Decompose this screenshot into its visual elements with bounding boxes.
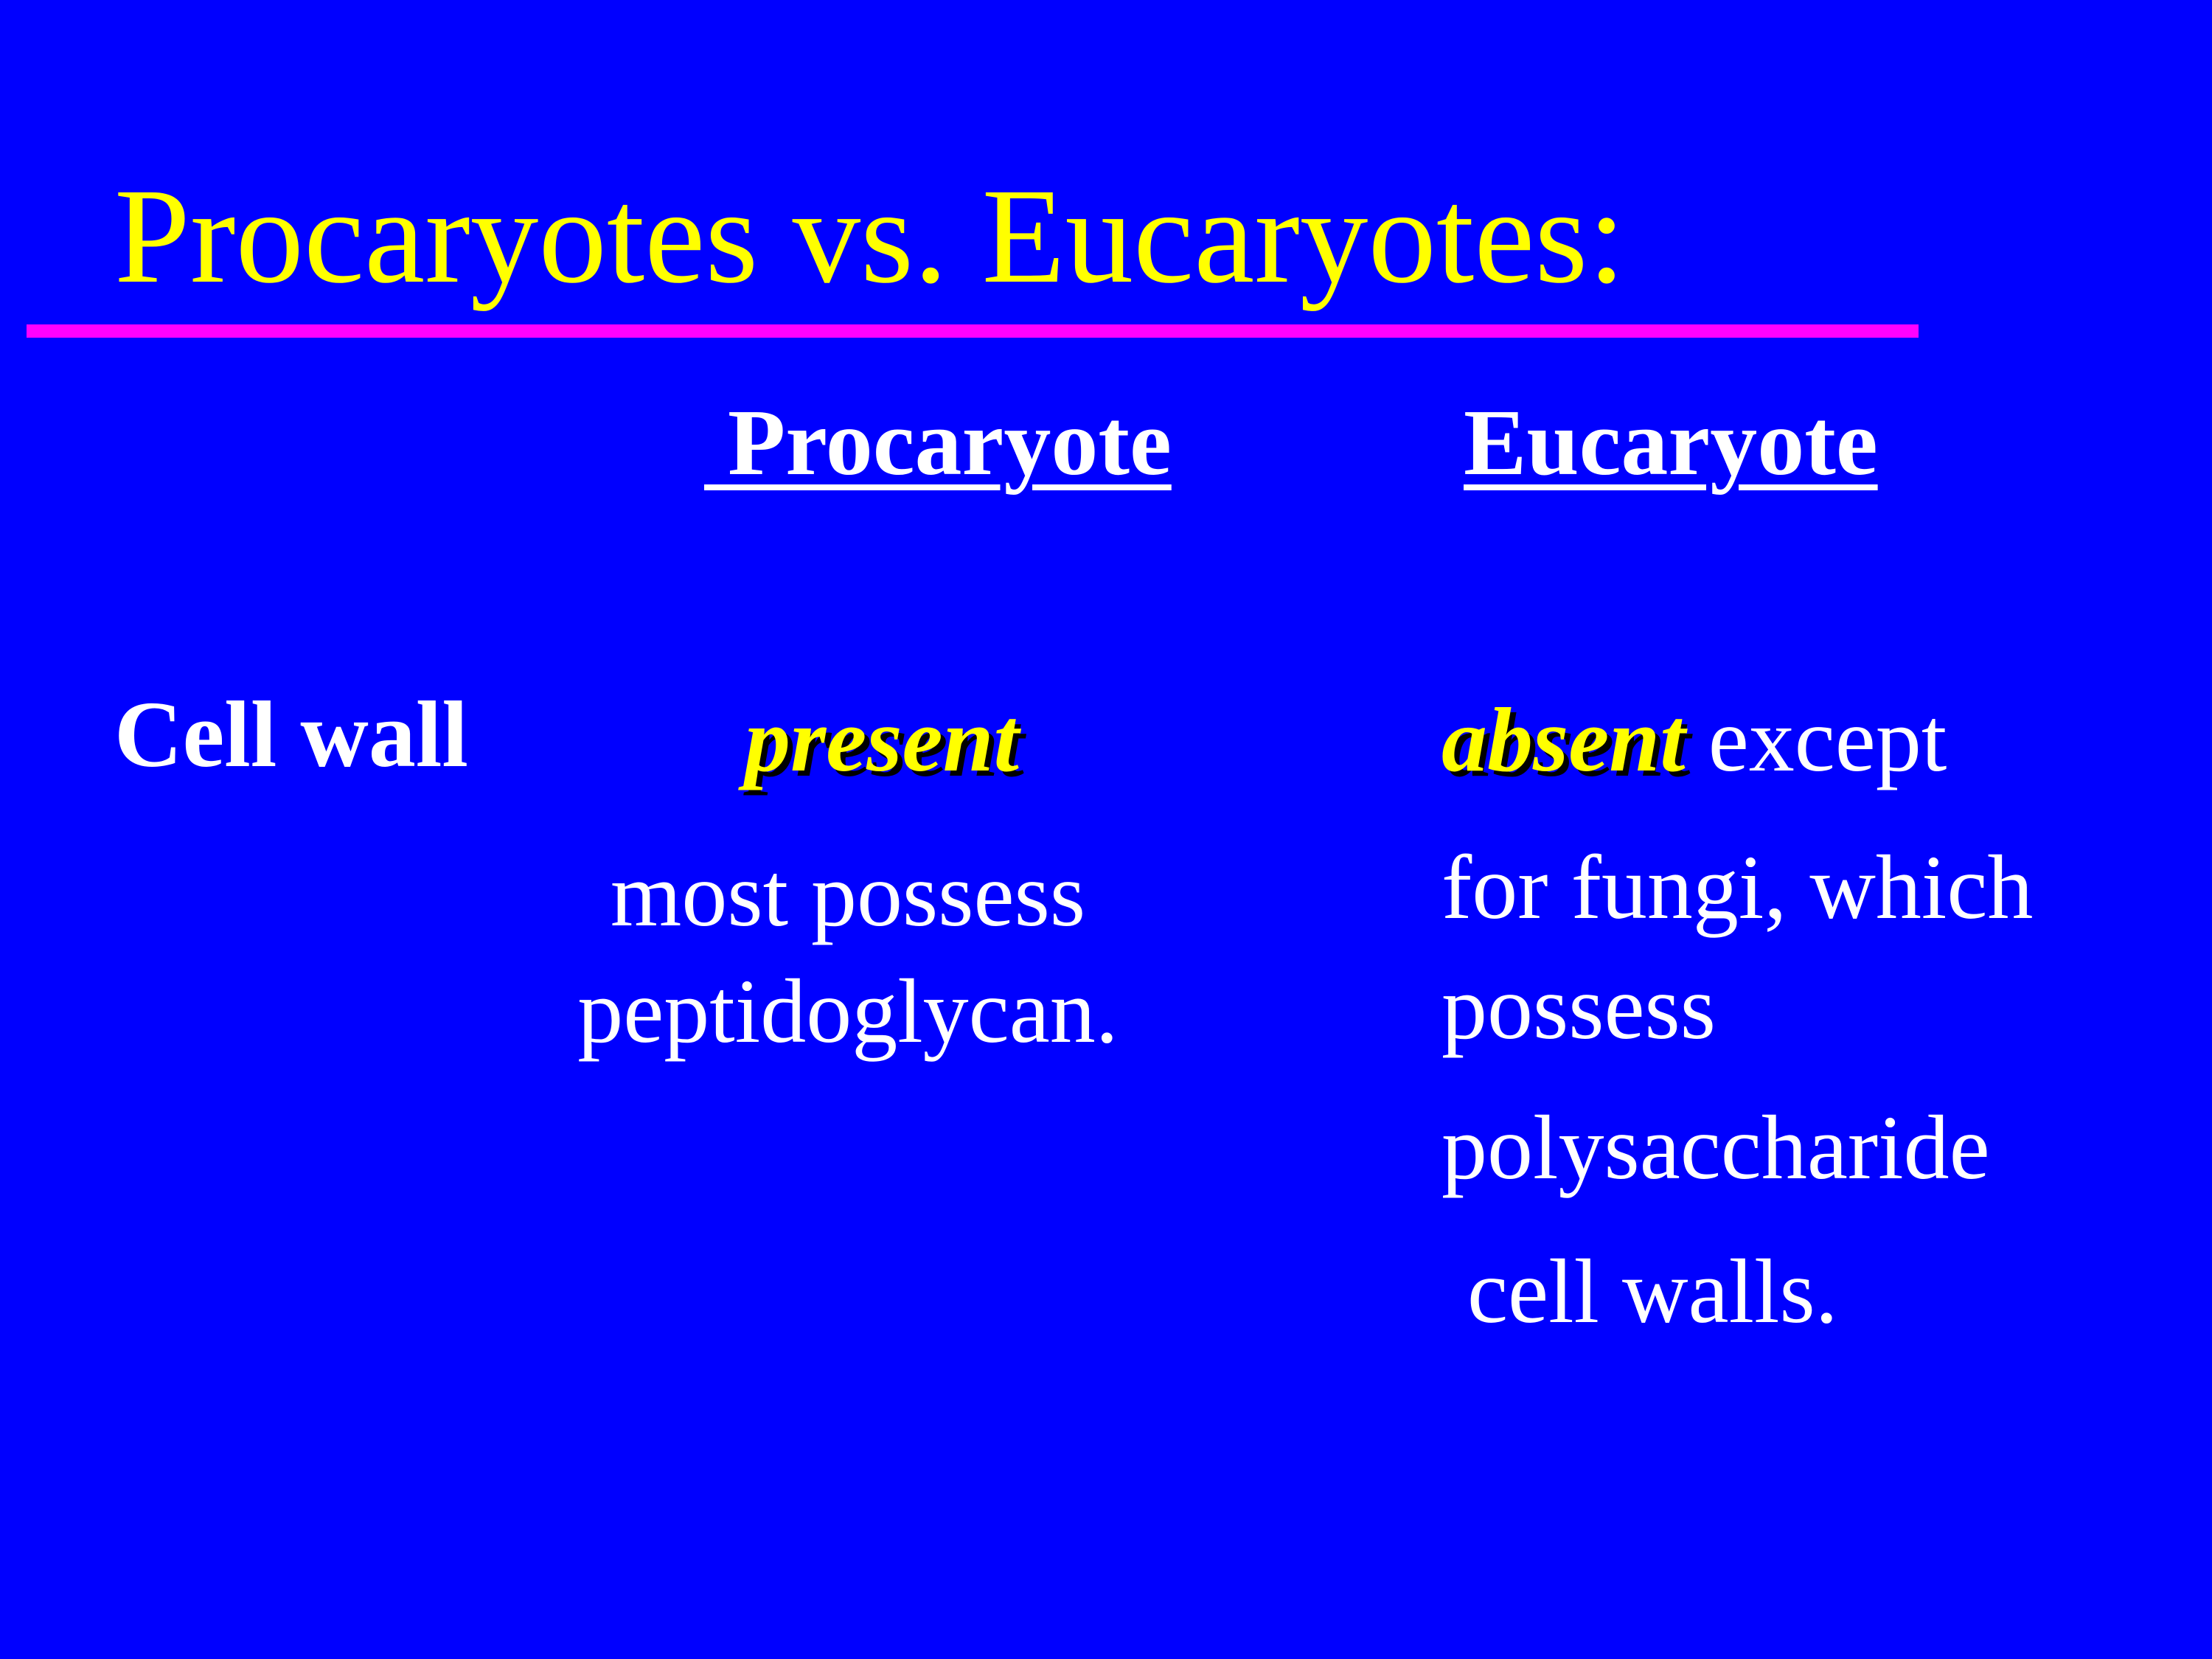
row-label-cell-wall: Cell wall [114, 682, 468, 787]
eucaryote-status-rest: except [1685, 689, 1947, 790]
eucaryote-emphasis-absent: absent [1441, 689, 1686, 790]
slide-title: Procaryotes vs. Eucaryotes: [114, 161, 1626, 312]
procaryote-detail-line: most possess [610, 844, 1086, 945]
eucaryote-detail-line: possess [1441, 957, 1717, 1058]
title-underline-rule [27, 324, 1919, 338]
procaryote-cell-wall-status: present [745, 695, 1019, 786]
procaryote-emphasis-present: present [745, 689, 1019, 790]
eucaryote-cell-wall-status: absent except [1441, 695, 1947, 786]
procaryote-detail-line: peptidoglycan. [577, 961, 1119, 1062]
column-header-procaryote: Procaryote [704, 390, 1172, 495]
column-header-eucaryote: Eucaryote [1464, 390, 1878, 495]
eucaryote-detail-line: cell walls. [1467, 1241, 1838, 1342]
eucaryote-detail-line: for fungi, which [1441, 837, 2034, 938]
procaryote-cell-wall-detail: most possess peptidoglycan. [546, 837, 1150, 1070]
eucaryote-detail-line: polysaccharide [1441, 1097, 1990, 1198]
